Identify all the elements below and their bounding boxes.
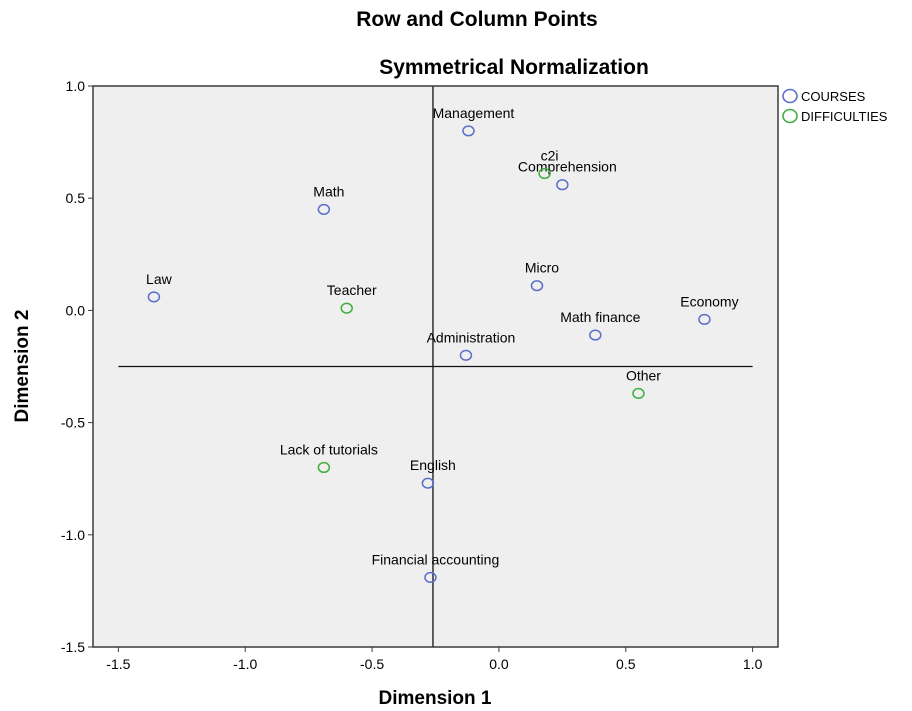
y-tick-label: -1.0 bbox=[61, 527, 85, 543]
point-marker bbox=[589, 329, 602, 341]
point-label: Teacher bbox=[327, 282, 377, 298]
reference-lines bbox=[118, 86, 753, 647]
legend-marker bbox=[782, 88, 798, 104]
x-tick-label: 0.5 bbox=[616, 656, 636, 672]
x-tick-label: -1.0 bbox=[233, 656, 257, 672]
point-marker bbox=[424, 571, 437, 583]
point-label: Math finance bbox=[560, 309, 640, 325]
point-label: Administration bbox=[427, 329, 516, 345]
data-points: Management Comprehension Math Law Micro Econo… bbox=[146, 105, 739, 583]
point-label: Micro bbox=[525, 260, 559, 276]
x-tick-label: -0.5 bbox=[360, 656, 384, 672]
y-tick-label: 0.0 bbox=[66, 302, 86, 318]
x-axis-title: Dimension 1 bbox=[379, 688, 492, 709]
point-label: Economy bbox=[680, 293, 738, 309]
point-marker bbox=[530, 280, 544, 292]
y-tick-label: -1.5 bbox=[61, 639, 85, 655]
legend: COURSES DIFFICULTIES bbox=[782, 88, 888, 124]
point-label: Law bbox=[146, 271, 173, 287]
legend-label: COURSES bbox=[801, 89, 866, 104]
x-tick-label: 1.0 bbox=[743, 656, 763, 672]
x-tick-label: 0.0 bbox=[489, 656, 509, 672]
chart-subtitle: Symmetrical Normalization bbox=[379, 56, 649, 79]
point-label: English bbox=[410, 457, 456, 473]
x-axis: -1.5 -1.0 -0.5 0.0 0.5 1.0 bbox=[106, 647, 763, 672]
point-marker bbox=[556, 179, 569, 191]
y-tick-label: 0.5 bbox=[66, 190, 86, 206]
point-marker bbox=[340, 302, 353, 314]
y-axis-title: Dimension 2 bbox=[12, 310, 33, 423]
y-tick-label: -0.5 bbox=[61, 415, 85, 431]
point-label: c2i bbox=[541, 148, 559, 164]
point-label: Comprehension bbox=[518, 159, 617, 175]
chart-title: Row and Column Points bbox=[356, 8, 598, 31]
point-marker bbox=[632, 387, 645, 399]
point-marker bbox=[421, 477, 435, 489]
point-marker bbox=[459, 349, 473, 361]
y-axis: -1.5 -1.0 -0.5 0.0 0.5 1.0 bbox=[61, 78, 93, 655]
point-label: Other bbox=[626, 367, 661, 383]
legend-label: DIFFICULTIES bbox=[801, 109, 888, 124]
point-label: Management bbox=[433, 105, 515, 121]
y-tick-label: 1.0 bbox=[66, 78, 86, 94]
point-marker bbox=[698, 313, 711, 325]
point-label: Math bbox=[313, 183, 344, 199]
legend-marker bbox=[782, 108, 798, 124]
x-tick-label: -1.5 bbox=[106, 656, 130, 672]
point-marker bbox=[147, 291, 161, 303]
point-marker bbox=[317, 461, 331, 474]
point-marker bbox=[462, 125, 475, 137]
point-marker bbox=[317, 203, 331, 215]
point-marker bbox=[538, 167, 551, 180]
point-label: Financial accounting bbox=[372, 551, 500, 567]
point-label: Lack of tutorials bbox=[280, 441, 378, 457]
